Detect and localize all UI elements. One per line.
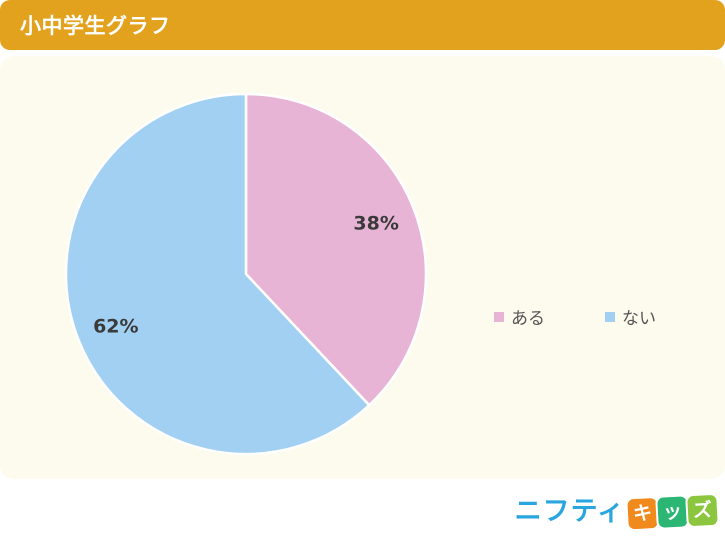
logo-text-nifty: ニフティ: [514, 496, 625, 527]
chart-panel: 38% 62% ある ない: [0, 56, 725, 479]
header-bar: 小中学生グラフ: [0, 0, 725, 50]
pie-slice-label-1: 38%: [353, 212, 398, 234]
legend-swatch-1: [494, 311, 504, 322]
logo-kids-blocks: キッズ: [625, 492, 720, 532]
legend-item-2: ない: [605, 304, 716, 329]
logo-kids-char-3: ズ: [685, 492, 720, 529]
legend-swatch-2: [605, 311, 615, 322]
legend-item-1: ある: [494, 304, 605, 329]
pie-slice-1: [244, 92, 428, 407]
pie-chart: 38% 62%: [64, 92, 428, 456]
nifty-kids-logo[interactable]: ニフティ キッズ: [514, 489, 720, 532]
pie-slice-label-2: 62%: [93, 316, 138, 338]
legend-label-2: ない: [622, 309, 656, 329]
page-title: 小中学生グラフ: [20, 14, 171, 38]
legend-label-1: ある: [511, 309, 545, 329]
pie-slice-2: [64, 92, 371, 456]
chart-legend: ある ない: [494, 304, 716, 329]
